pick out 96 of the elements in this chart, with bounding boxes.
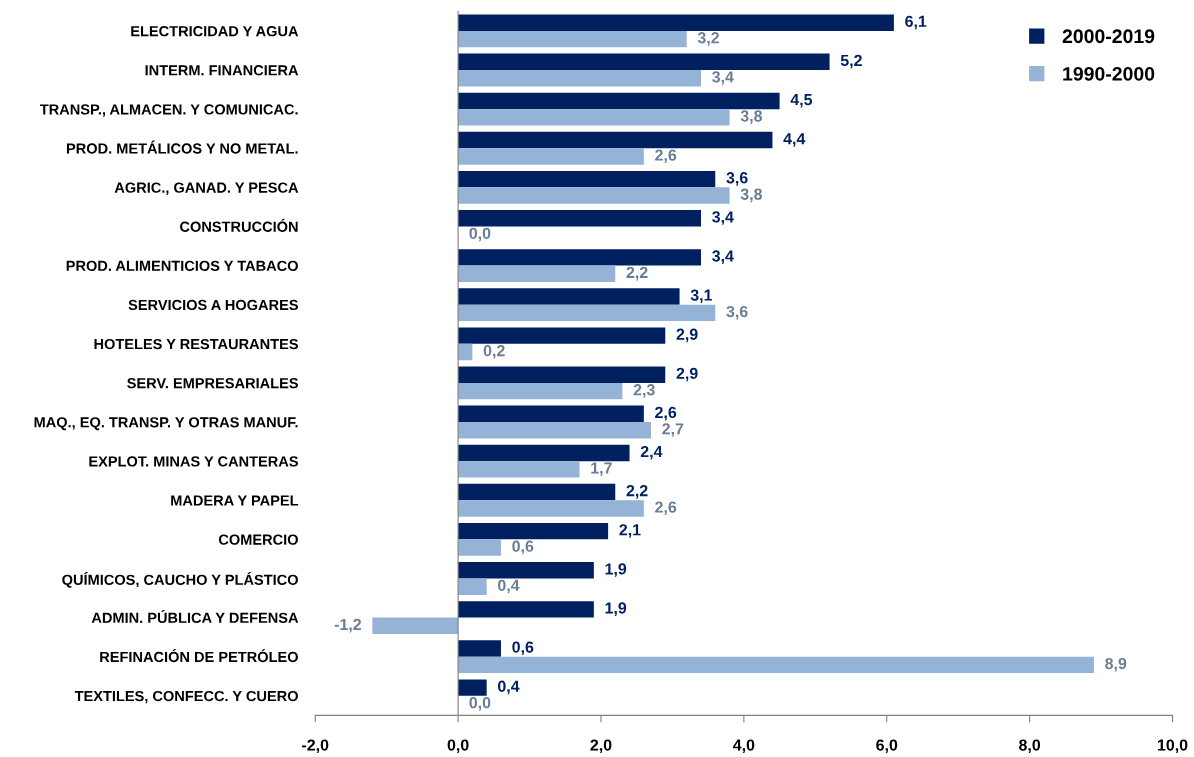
bar	[372, 617, 459, 635]
data-label: 3,8	[740, 188, 762, 203]
x-tick-label: 2,0	[590, 739, 612, 754]
data-label: 0,4	[498, 680, 520, 695]
y-tick-label: REFINACIÓN DE PETRÓLEO	[100, 649, 298, 663]
data-label: 2,7	[662, 423, 684, 437]
bar	[458, 304, 716, 322]
data-label: 0,6	[512, 641, 534, 656]
bar	[458, 187, 730, 204]
data-label: 0,2	[483, 344, 505, 359]
bar	[458, 656, 1094, 674]
data-label: 4,4	[783, 133, 806, 147]
y-tick-label: SERVICIOS A HOGARES	[128, 299, 298, 311]
bar	[458, 210, 701, 227]
bar	[458, 109, 730, 126]
bar	[458, 522, 609, 540]
data-label: 0,0	[469, 697, 491, 711]
data-label: 2,9	[676, 328, 698, 343]
y-tick-label: QUÍMICOS, CAUCHO Y PLÁSTICO	[62, 571, 298, 588]
data-label: 3,4	[712, 211, 734, 225]
y-tick-label: CONSTRUCCIÓN	[180, 218, 298, 232]
bar	[458, 249, 701, 266]
y-tick-label: TEXTILES, CONFECC. Y CUERO	[74, 690, 298, 704]
data-label: 2,6	[655, 501, 677, 516]
y-tick-label: INTERM. FINANCIERA	[145, 65, 299, 76]
bar	[458, 500, 644, 517]
y-tick-label: ELECTRICIDAD Y AGUA	[131, 26, 299, 37]
bar	[458, 170, 716, 188]
data-label: 2,6	[655, 406, 677, 421]
data-label: 2,9	[676, 367, 698, 382]
bar	[458, 382, 623, 400]
data-label: 0,0	[469, 227, 491, 242]
x-tick-label: 4,0	[733, 739, 755, 754]
bar	[458, 483, 616, 501]
y-tick-label: EXPLOT. MINAS Y CANTERAS	[89, 456, 298, 467]
data-label: 3,4	[712, 71, 734, 85]
bar	[458, 131, 773, 149]
bar	[458, 53, 830, 71]
y-tick-label: ADMIN. PÚBLICA Y DEFENSA	[91, 609, 299, 624]
bar	[458, 679, 487, 696]
bar	[458, 148, 644, 165]
bar	[458, 601, 594, 618]
bar	[458, 640, 501, 657]
data-label: 3,4	[712, 250, 734, 264]
bar	[458, 92, 780, 110]
legend-label: 2000-2019	[1062, 29, 1155, 44]
bar	[458, 70, 701, 87]
bar	[458, 265, 616, 283]
data-label: 3,6	[726, 305, 748, 320]
data-label: -1,2	[334, 618, 362, 633]
data-label: 4,5	[790, 94, 813, 108]
data-label: 3,8	[740, 110, 762, 124]
y-tick-label: AGRIC., GANAD. Y PESCA	[114, 182, 299, 195]
data-label: 2,4	[640, 445, 663, 460]
y-tick-label: SERV. EMPRESARIALES	[127, 378, 298, 389]
data-label: 1,9	[605, 602, 627, 616]
y-tick-label: HOTELES Y RESTAURANTES	[94, 338, 298, 350]
data-label: 6,1	[905, 15, 927, 30]
bar	[458, 539, 501, 556]
data-label: 1,7	[591, 462, 612, 476]
data-label: 3,6	[726, 172, 748, 186]
bar	[458, 444, 630, 462]
y-tick-label: PROD. METÁLICOS Y NO METAL.	[66, 140, 298, 154]
data-label: 0,6	[512, 540, 534, 555]
legend-label: 1990-2000	[1063, 66, 1155, 81]
y-tick-label: PROD. ALIMENTICIOS Y TABACO	[66, 260, 298, 272]
x-tick-label: 0,0	[447, 739, 469, 754]
data-label: 2,6	[655, 149, 677, 164]
data-label: 2,1	[619, 524, 641, 538]
data-label: 1,9	[605, 563, 627, 577]
data-label: 2,2	[626, 266, 648, 281]
data-label: 3,1	[690, 289, 713, 304]
y-tick-label: TRANSP., ALMACEN. Y COMUNICAC.	[39, 104, 298, 117]
bar	[458, 405, 644, 423]
data-label: 8,9	[1105, 657, 1127, 672]
bar	[458, 578, 487, 595]
bar	[458, 366, 666, 383]
bar	[458, 327, 666, 344]
data-label: 5,2	[840, 54, 862, 69]
bar	[458, 288, 680, 305]
x-tick-label: 8,0	[1019, 739, 1041, 754]
x-tick-label: -2,0	[302, 739, 329, 754]
bar	[458, 562, 594, 579]
data-label: 2,2	[626, 485, 648, 499]
data-label: 2,3	[633, 384, 655, 398]
x-tick-label: 10,0	[1157, 739, 1188, 754]
bar	[458, 30, 687, 48]
bar	[458, 422, 651, 439]
data-label: 3,2	[697, 32, 719, 46]
y-tick-label: MAQ., EQ. TRANSP. Y OTRAS MANUF.	[34, 417, 298, 431]
x-tick-label: 6,0	[876, 739, 898, 754]
bar	[458, 461, 580, 478]
y-tick-label: MADERA Y PAPEL	[171, 495, 299, 506]
bar	[458, 14, 894, 31]
y-tick-label: COMERCIO	[218, 534, 298, 545]
data-label: 0,4	[498, 579, 520, 594]
